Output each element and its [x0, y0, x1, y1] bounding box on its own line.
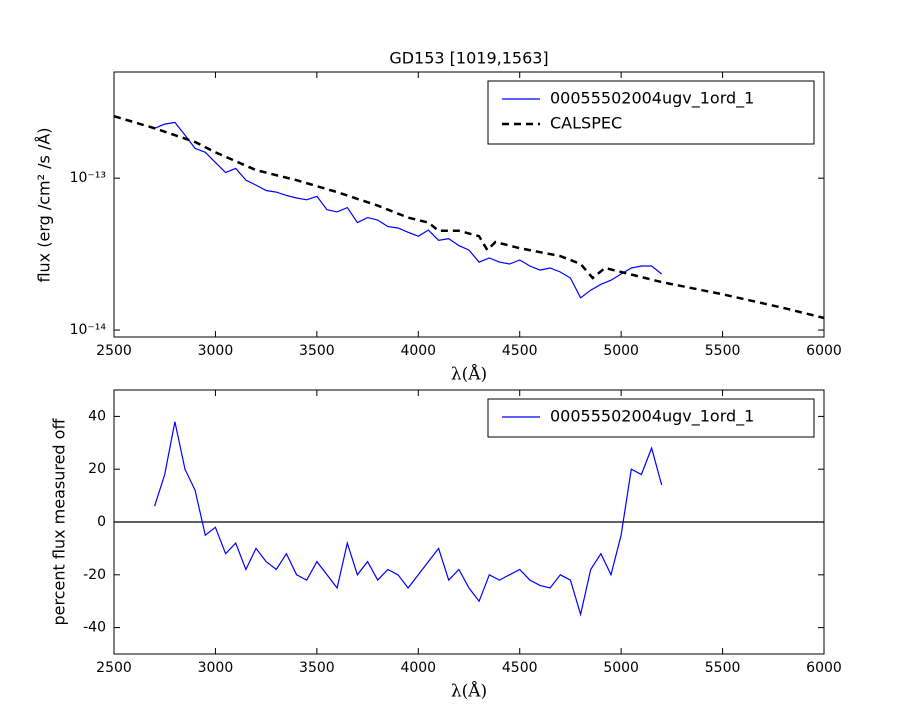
x-tick-label: 2500 [96, 660, 132, 676]
x-tick-label: 2500 [96, 343, 132, 359]
data-line [113, 115, 825, 320]
x-tick-label: 5500 [705, 343, 741, 359]
legend-label: 00055502004ugv_1ord_1 [550, 407, 754, 427]
legend-box [487, 398, 815, 438]
x-tick-label: 3500 [299, 343, 335, 359]
y-tick-label: 10⁻¹³ [70, 170, 106, 186]
x-tick-label: 5500 [705, 660, 741, 676]
chart-title: GD153 [1019,1563] [389, 49, 548, 68]
x-tick-label: 3500 [299, 660, 335, 676]
x-tick-label: 4000 [400, 343, 436, 359]
axes-frame [113, 389, 825, 655]
y-tick-label: 0 [97, 514, 106, 530]
x-tick-label: 3000 [198, 343, 234, 359]
y-tick-label: 20 [88, 461, 106, 477]
data-line [154, 421, 663, 617]
legend-label: CALSPEC [550, 114, 622, 133]
x-tick-label: 5000 [603, 343, 639, 359]
x-tick-label: 3000 [198, 660, 234, 676]
x-tick-label: 6000 [806, 660, 842, 676]
x-tick-label: 6000 [806, 343, 842, 359]
x-tick-label: 4000 [400, 660, 436, 676]
y-axis-label: flux (erg /cm² /s /Å) [35, 127, 54, 282]
x-tick-label: 5000 [603, 660, 639, 676]
x-axis-label: λ(Å) [451, 681, 487, 702]
y-axis-label: percent flux measured off [50, 418, 69, 626]
x-axis-label: λ(Å) [451, 364, 487, 385]
data-line [154, 121, 663, 299]
x-tick-label: 4500 [502, 343, 538, 359]
legend-label: 00055502004ugv_1ord_1 [550, 89, 754, 109]
legend-box [487, 80, 815, 145]
y-tick-label: 10⁻¹⁴ [70, 322, 107, 338]
y-tick-label: -40 [83, 620, 106, 636]
y-tick-label: -20 [83, 567, 106, 583]
axes-frame [113, 71, 825, 338]
x-tick-label: 4500 [502, 660, 538, 676]
y-tick-label: 40 [88, 408, 106, 424]
